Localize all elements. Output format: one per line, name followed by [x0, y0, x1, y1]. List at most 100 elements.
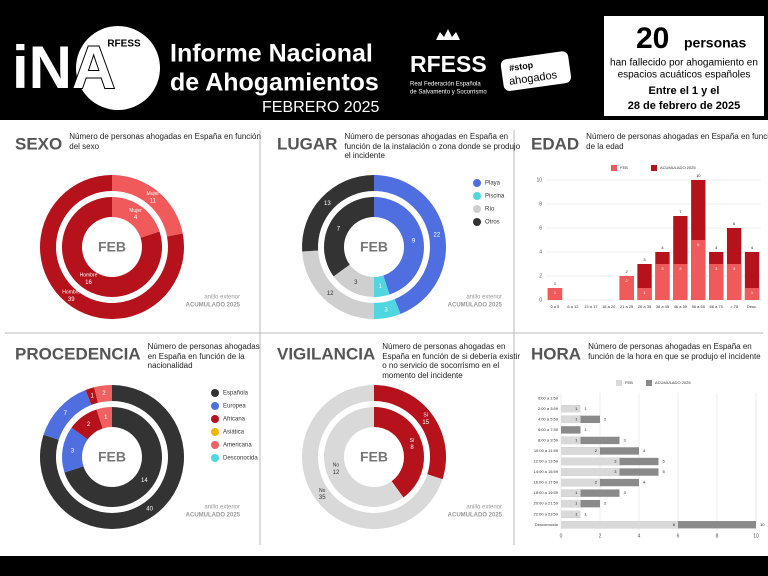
legend-swatch	[211, 441, 219, 449]
donut-segment	[112, 197, 160, 238]
bar	[561, 510, 581, 518]
segment-label: 3	[354, 280, 358, 286]
bar-label: 7	[679, 209, 682, 214]
logo: iNA	[12, 34, 115, 101]
donut-segment	[374, 275, 390, 297]
legend-swatch	[473, 192, 481, 200]
ring-note: anillo exterior	[466, 295, 502, 301]
x-tick-label: 2	[599, 533, 602, 539]
bar-label: 4	[661, 245, 664, 250]
segment-label: 7	[337, 226, 341, 232]
x-tick-label: > 75	[730, 304, 739, 309]
legend-swatch	[211, 428, 219, 436]
segment-name: Hombre	[62, 290, 80, 296]
bar-label: 6	[733, 221, 736, 226]
bar-label: 2	[604, 501, 607, 506]
segment-name: Hombre	[80, 273, 98, 279]
segment-name: Mujer	[129, 208, 142, 214]
legend-label: FEB	[620, 165, 628, 170]
panel-subtitle-box: Número de personas ahogadas en España en…	[69, 132, 261, 151]
y-tick-label: 12:00 a 13:59	[534, 459, 559, 464]
donut-segment	[43, 390, 92, 440]
ring-note: anillo exterior	[204, 505, 240, 511]
segment-label: 39	[68, 297, 75, 303]
y-tick-label: 18:00 a 19:59	[534, 490, 559, 495]
legend-label: Piscina	[485, 194, 505, 200]
y-tick-label: 0:00 a 1:59	[538, 395, 559, 400]
bar	[744, 288, 760, 300]
panel-title: HORA	[531, 344, 581, 363]
bar	[561, 489, 581, 497]
legend-label: Americana	[223, 443, 252, 449]
ring-note: anillo exterior	[466, 505, 502, 511]
x-tick-label: 4	[638, 533, 641, 539]
campaign: #stop	[509, 60, 535, 73]
donut-segment	[374, 385, 446, 480]
panel-subtitle: Número de personas ahogadas en España en…	[588, 342, 761, 361]
segment-label: 7	[64, 411, 68, 417]
y-tick-label: 10:00 a 11:59	[534, 448, 559, 453]
legend-label: Asiática	[223, 430, 245, 436]
panel-subtitle: Número de personas ahogadas en España en…	[69, 132, 261, 151]
bar	[561, 436, 620, 445]
donut-segment	[96, 407, 112, 429]
x-tick-label: 8	[716, 533, 719, 539]
legend-label: Española	[223, 391, 249, 397]
donut-segment	[302, 175, 374, 252]
bar	[726, 264, 742, 300]
segment-label: 40	[146, 506, 153, 512]
y-tick-label: 0	[539, 297, 542, 303]
bar-label: 1	[575, 511, 578, 516]
donut-segment	[112, 175, 183, 237]
legend-label: Playa	[485, 181, 501, 187]
bar-label: 3	[624, 437, 627, 442]
panel-subtitle-box: Número de personas ahogadas en España en…	[344, 132, 521, 160]
segment-label: 4	[134, 215, 138, 221]
segment-label: 22	[434, 233, 441, 239]
x-tick-label: 6 a 12	[567, 304, 579, 309]
campaign-badge	[500, 51, 572, 91]
center-disc	[356, 439, 392, 475]
donut-segment	[62, 427, 88, 473]
logo-circle	[76, 26, 160, 110]
bar-label: 3	[733, 266, 736, 271]
segment-label: 15	[422, 420, 429, 426]
legend-swatch	[211, 389, 219, 397]
segment-label: 2	[87, 422, 91, 428]
bar-label: 4	[643, 448, 646, 453]
center-label: FEB	[98, 239, 126, 255]
legend-swatch	[473, 205, 481, 213]
segment-label: 16	[85, 280, 92, 286]
donut-segment	[374, 197, 424, 295]
bar-label: 3	[614, 469, 617, 474]
bar-label: 5	[697, 242, 700, 247]
segment-label: 9	[412, 238, 416, 244]
donut-segment	[374, 175, 446, 314]
segment-label: 1	[379, 284, 383, 290]
legend-swatch	[211, 415, 219, 423]
bar	[655, 264, 670, 300]
segment-label: 1	[91, 394, 95, 400]
legend-label: Otros	[485, 220, 500, 226]
center-disc	[94, 439, 130, 475]
bar-label: 5	[663, 469, 666, 474]
legend-swatch	[473, 179, 481, 187]
bar-label: 4	[715, 245, 718, 250]
segment-label: 1	[104, 415, 108, 421]
panel-title: PROCEDENCIA	[15, 344, 141, 363]
bar-label: 1	[575, 490, 578, 495]
org-name: de Salvamento y Socorrismo	[410, 90, 487, 96]
bar	[561, 457, 620, 466]
crown	[436, 29, 460, 40]
y-tick-label: 6:00 a 7:59	[538, 427, 559, 432]
bar	[561, 521, 678, 529]
y-tick-label: 20:00 a 21:59	[534, 501, 559, 506]
bar-label: 1	[554, 290, 557, 295]
bar	[561, 415, 581, 424]
center-disc	[94, 229, 130, 265]
bar	[561, 478, 600, 487]
bar	[691, 240, 706, 300]
panel-subtitle: Número de personas ahogadas en España en…	[344, 132, 521, 160]
legend-swatch	[611, 165, 617, 171]
